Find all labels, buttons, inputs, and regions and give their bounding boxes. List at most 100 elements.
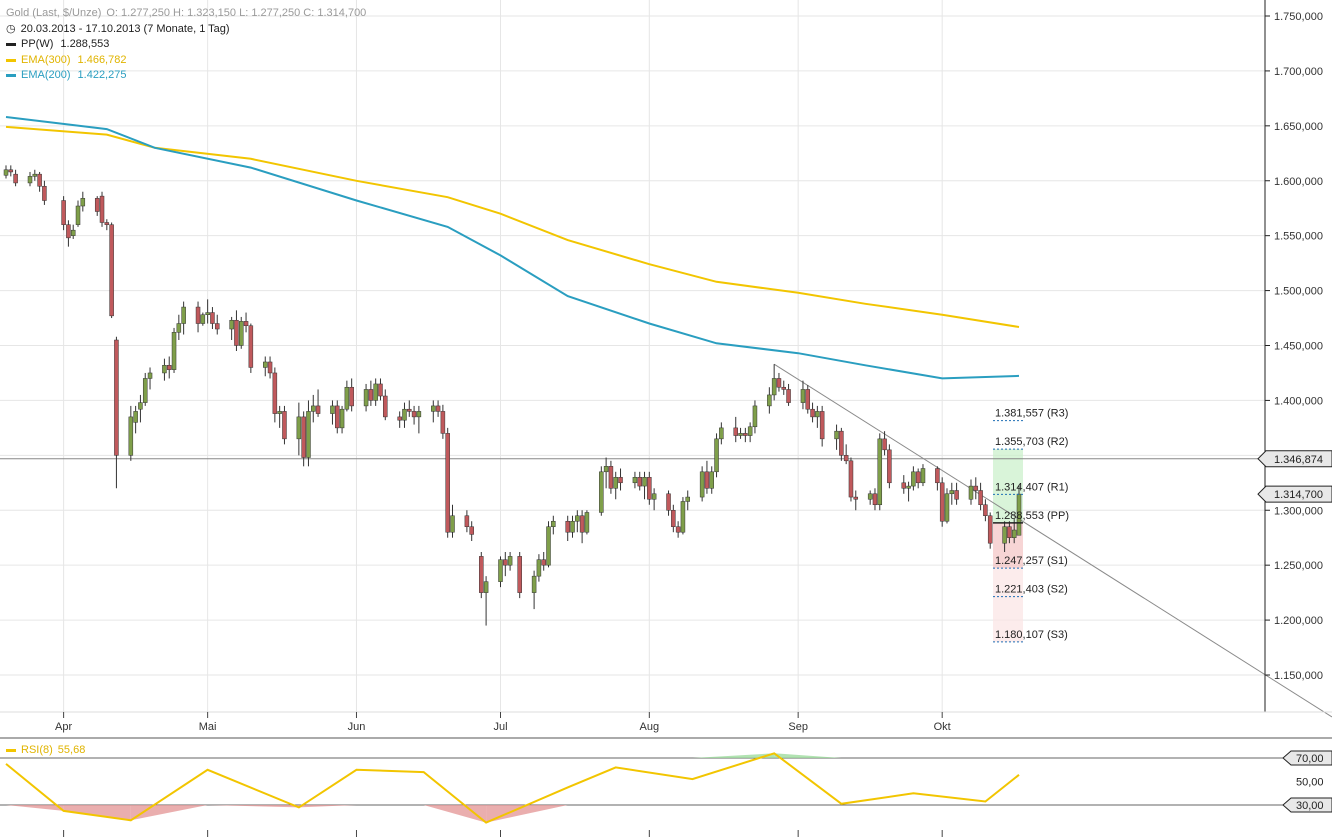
candle[interactable] (349, 378, 354, 412)
candle[interactable] (248, 323, 254, 373)
candle[interactable] (1007, 521, 1012, 544)
candle[interactable] (983, 499, 988, 522)
candle[interactable] (450, 504, 455, 538)
candle[interactable] (776, 372, 782, 392)
candle[interactable] (416, 405, 422, 434)
candle[interactable] (819, 405, 825, 447)
candle[interactable] (70, 224, 76, 239)
candle[interactable] (507, 551, 513, 571)
candle[interactable] (335, 400, 340, 434)
candle[interactable] (882, 431, 887, 456)
candle[interactable] (440, 404, 446, 439)
candle[interactable] (743, 427, 748, 443)
rsi-legend[interactable]: RSI(8) 55,68 (6, 744, 85, 756)
candle[interactable] (599, 466, 604, 516)
candle[interactable] (949, 482, 955, 505)
candle[interactable] (330, 400, 335, 425)
candle[interactable] (147, 367, 153, 390)
candle[interactable] (752, 400, 758, 434)
candle[interactable] (171, 327, 177, 373)
candle[interactable] (402, 402, 407, 428)
candle[interactable] (229, 316, 234, 341)
candle[interactable] (579, 510, 585, 544)
candle[interactable] (642, 471, 647, 500)
candle[interactable] (709, 466, 714, 494)
candle[interactable] (483, 576, 489, 626)
candle[interactable] (671, 504, 676, 533)
candle[interactable] (685, 490, 690, 511)
candle[interactable] (479, 551, 484, 599)
candle[interactable] (397, 411, 402, 428)
candle[interactable] (536, 554, 542, 582)
candle[interactable] (632, 471, 638, 489)
candle[interactable] (939, 477, 945, 527)
candle[interactable] (733, 416, 738, 443)
candle[interactable] (238, 316, 244, 349)
candle[interactable] (311, 394, 316, 423)
candle[interactable] (675, 521, 681, 538)
candle[interactable] (935, 466, 940, 491)
candle[interactable] (200, 312, 206, 326)
candle[interactable] (867, 490, 873, 505)
candle[interactable] (618, 468, 623, 491)
candle[interactable] (531, 570, 537, 610)
candle[interactable] (368, 380, 374, 406)
candle[interactable] (565, 515, 570, 542)
candle[interactable] (435, 400, 441, 417)
candle[interactable] (920, 464, 926, 487)
trendline[interactable] (773, 363, 1332, 718)
candle[interactable] (1002, 521, 1007, 552)
candle[interactable] (8, 165, 14, 177)
candle[interactable] (877, 433, 883, 511)
candle[interactable] (104, 219, 110, 231)
candle[interactable] (575, 510, 580, 533)
candle[interactable] (296, 402, 302, 456)
candle[interactable] (464, 510, 470, 533)
candle[interactable] (786, 383, 791, 406)
candle[interactable] (42, 180, 47, 205)
candle[interactable] (719, 422, 724, 445)
candle[interactable] (839, 427, 844, 461)
candle[interactable] (383, 389, 388, 421)
candle[interactable] (205, 299, 210, 324)
candle[interactable] (503, 551, 508, 577)
candle[interactable] (277, 405, 282, 428)
candle[interactable] (637, 471, 642, 491)
candle[interactable] (37, 171, 42, 192)
candle[interactable] (99, 191, 105, 227)
candle[interactable] (771, 364, 777, 401)
candle[interactable] (195, 301, 201, 333)
candle[interactable] (911, 466, 916, 491)
candle[interactable] (94, 196, 100, 216)
candle[interactable] (210, 307, 215, 330)
candle[interactable] (363, 383, 369, 412)
candle[interactable] (954, 482, 959, 505)
candle[interactable] (306, 400, 311, 467)
candle[interactable] (13, 169, 18, 187)
candle[interactable] (282, 405, 287, 445)
candle[interactable] (469, 521, 474, 542)
candle[interactable] (906, 481, 911, 502)
candle[interactable] (344, 380, 350, 412)
candle[interactable] (176, 314, 182, 341)
legend-ema300[interactable]: EMA(300) 1.466,782 (6, 53, 366, 69)
candle[interactable] (109, 222, 114, 319)
candle[interactable] (75, 200, 81, 227)
candle[interactable] (138, 394, 143, 423)
candle[interactable] (445, 427, 450, 538)
candle[interactable] (848, 457, 854, 502)
candle[interactable] (133, 405, 138, 434)
candle[interactable] (181, 301, 186, 335)
candle[interactable] (699, 466, 705, 502)
candle[interactable] (853, 490, 859, 511)
candle[interactable] (66, 220, 71, 247)
candle[interactable] (61, 196, 66, 231)
candle[interactable] (714, 433, 719, 478)
candle[interactable] (834, 424, 839, 450)
candle[interactable] (3, 165, 9, 179)
candle[interactable] (234, 310, 239, 351)
candle[interactable] (546, 521, 551, 568)
legend-pp[interactable]: PP(W) 1.288,553 (6, 37, 366, 53)
candle[interactable] (373, 378, 378, 406)
candle[interactable] (32, 169, 38, 181)
